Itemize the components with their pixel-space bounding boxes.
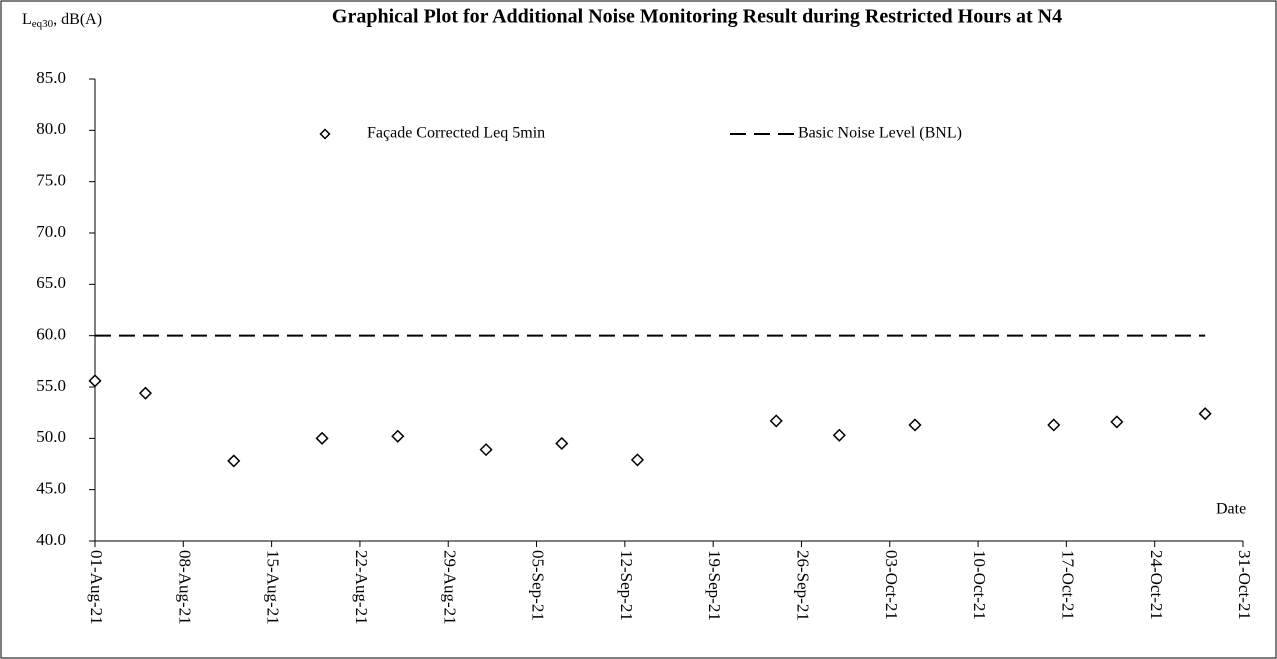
y-label-sub: eq30 <box>32 18 54 30</box>
y-tick-label: 45.0 <box>36 479 66 498</box>
x-tick-label: 01-Aug-21 <box>87 550 106 625</box>
data-point <box>479 443 493 457</box>
legend-label: Basic Noise Level (BNL) <box>798 125 962 142</box>
y-tick-label: 60.0 <box>36 325 66 344</box>
y-tick-label: 80.0 <box>36 119 66 138</box>
y-axis-label: Leq30, dB(A) <box>22 11 102 30</box>
x-tick-label: 31-Oct-21 <box>1235 550 1254 620</box>
data-point <box>227 454 241 468</box>
data-point <box>1047 418 1061 432</box>
data-point <box>908 418 922 432</box>
data-point <box>391 429 405 443</box>
y-tick-label: 85.0 <box>36 68 66 87</box>
x-tick-label: 08-Aug-21 <box>175 550 194 625</box>
data-point <box>1110 415 1124 429</box>
chart-title: Graphical Plot for Additional Noise Moni… <box>332 6 1062 28</box>
x-tick-label: 24-Oct-21 <box>1147 550 1166 620</box>
x-tick-label: 22-Aug-21 <box>352 550 371 625</box>
legend-label: Façade Corrected Leq 5min <box>367 125 545 142</box>
x-tick-label: 05-Sep-21 <box>529 550 548 621</box>
x-tick-label: 15-Aug-21 <box>264 550 283 625</box>
y-label-rest: , dB(A) <box>53 11 102 28</box>
x-tick-label: 12-Sep-21 <box>617 550 636 621</box>
x-tick-label: 17-Oct-21 <box>1058 550 1077 620</box>
legend-marker <box>319 128 331 140</box>
x-tick-label: 29-Aug-21 <box>440 550 459 625</box>
data-point <box>88 374 102 388</box>
x-tick-label: 03-Oct-21 <box>882 550 901 620</box>
y-tick-label: 65.0 <box>36 273 66 292</box>
data-point <box>138 386 153 400</box>
data-point <box>315 431 329 445</box>
y-tick-label: 50.0 <box>36 427 66 446</box>
x-tick-label: 19-Sep-21 <box>705 550 724 621</box>
data-point <box>1198 407 1212 421</box>
y-tick-label: 55.0 <box>36 376 66 395</box>
x-axis-label: Date <box>1216 501 1246 518</box>
y-tick-label: 70.0 <box>36 222 66 241</box>
x-tick-label: 10-Oct-21 <box>970 550 989 620</box>
y-tick-label: 75.0 <box>36 171 66 190</box>
y-label-main: L <box>22 11 32 28</box>
data-point <box>555 436 569 451</box>
y-tick-label: 40.0 <box>36 530 66 549</box>
x-tick-label: 26-Sep-21 <box>794 550 813 621</box>
data-point <box>769 414 783 428</box>
data-point <box>832 428 846 442</box>
data-point <box>630 453 645 467</box>
